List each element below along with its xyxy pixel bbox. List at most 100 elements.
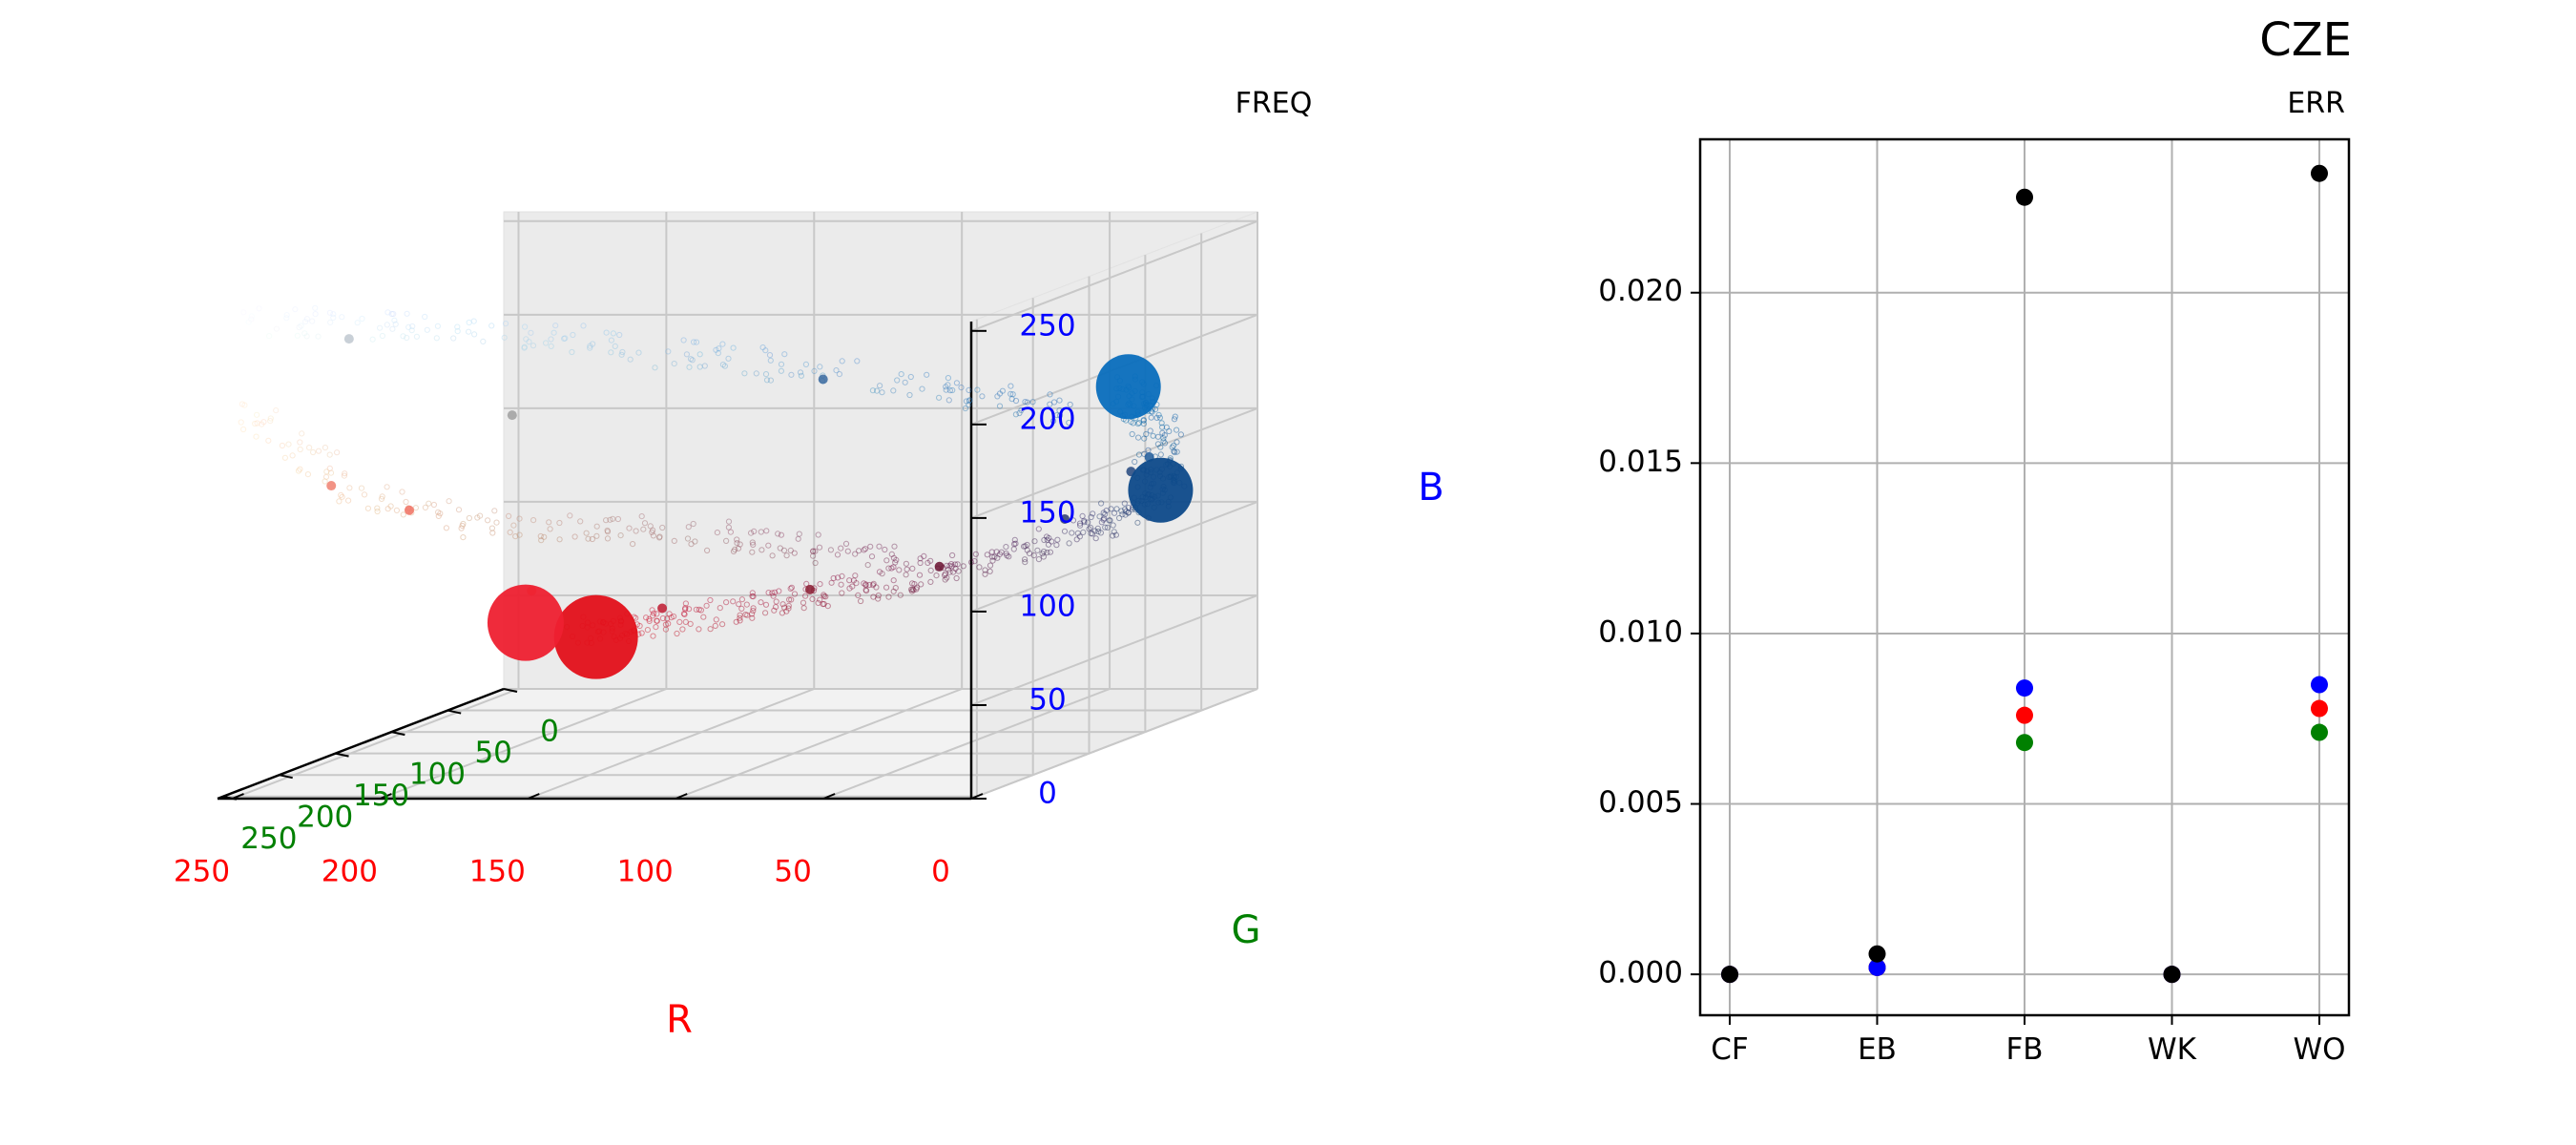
cloud-point [1152,406,1159,413]
cloud-point [1047,549,1054,555]
cloud-point [810,552,817,559]
cloud-point [762,347,769,354]
cloud-point [862,546,869,552]
cloud-point [552,323,559,329]
cloud-point [869,582,877,589]
cloud-point [1102,524,1109,531]
g-axis-line [217,687,505,801]
cloud-point [1044,550,1050,556]
cloud-point [626,525,633,531]
cloud-point [1116,514,1123,522]
cloud-point [1095,528,1102,535]
cloud-point [703,602,710,609]
cloud-point [1044,536,1050,543]
cloud-point [763,377,771,384]
cloud-point [714,530,721,536]
cloud-point [507,529,513,536]
cloud-point [638,630,645,636]
cloud-point [466,514,472,522]
cloud-point [836,371,843,378]
cloud-point [646,615,653,622]
freq-3d-chart: FREQ 05010015020025005010015020025005010… [174,87,1444,1042]
cloud-point [1003,544,1009,551]
cloud-point [812,559,819,567]
cloud-point [902,379,908,385]
cloud-point [502,321,509,327]
cloud-point [618,351,625,358]
cloud-point [450,335,457,342]
cloud-point [315,333,322,340]
cloud-point [775,531,781,537]
cloud-point [664,615,671,622]
cloud-point [909,580,916,587]
cloud-point [404,310,410,317]
cloud-point [459,522,466,530]
cloud-point [1006,553,1012,560]
cloud-point [526,339,532,345]
cloud-point [1149,408,1155,415]
cloud-point [734,536,740,543]
cloud-point [1045,541,1052,548]
cloud-point [281,454,288,461]
cloud-point [327,319,334,325]
cloud-point [817,581,823,588]
cloud-point [1022,559,1028,566]
cloud-point [868,553,876,560]
cloud-point [907,373,914,381]
cloud-point [734,540,740,547]
b-tick-label: 150 [1019,495,1075,530]
cloud-point [833,367,840,374]
cloud-point [1086,526,1092,532]
cloud-point [379,332,385,340]
cloud-point [471,331,478,338]
cloud-point [904,566,910,572]
cloud-point [405,323,412,330]
grid-lines [222,212,1258,800]
cloud-point [876,569,883,575]
cloud-point [767,357,774,364]
cloud-point [323,468,330,475]
cloud-point [767,377,775,384]
cloud-point [267,418,274,425]
cloud-point [312,311,319,318]
cloud-point [254,411,260,418]
cloud-point [543,340,550,346]
cloud-point [779,601,786,608]
cloud-point [501,334,508,341]
cloud-point [650,532,657,539]
cloud-point [1159,424,1166,430]
err-y-tick-label: 0.015 [1598,445,1683,479]
cloud-point [1125,510,1132,516]
medium-point [343,334,354,344]
cloud-point [1153,414,1160,421]
cloud-point [1079,512,1086,520]
cloud-point [682,605,689,612]
cloud-point [1172,413,1178,420]
grid-line [675,688,963,800]
cloud-point [267,415,274,422]
cloud-point [913,586,920,593]
cloud-point [630,541,636,548]
cloud-point [607,516,613,523]
cloud-point [835,574,841,581]
cloud-point [796,531,802,537]
cloud-point [641,520,649,527]
cloud-point [741,370,748,377]
cloud-point [1024,547,1030,553]
cloud-point [354,320,361,326]
medium-point [804,584,815,594]
g-tick-label: 150 [353,779,409,813]
cloud-point [298,323,304,329]
figure-title: CZE [2259,13,2352,67]
cloud-point [1140,417,1147,424]
cloud-point [750,541,757,549]
cloud-point [856,548,862,554]
err-y-tick-label: 0.010 [1598,614,1683,649]
cloud-point [435,512,442,520]
cloud-point [493,519,500,526]
cloud-point [839,572,845,580]
cloud-point [521,344,528,350]
cloud-point [869,387,877,394]
cloud-point [998,549,1005,555]
cloud-point [408,327,415,334]
